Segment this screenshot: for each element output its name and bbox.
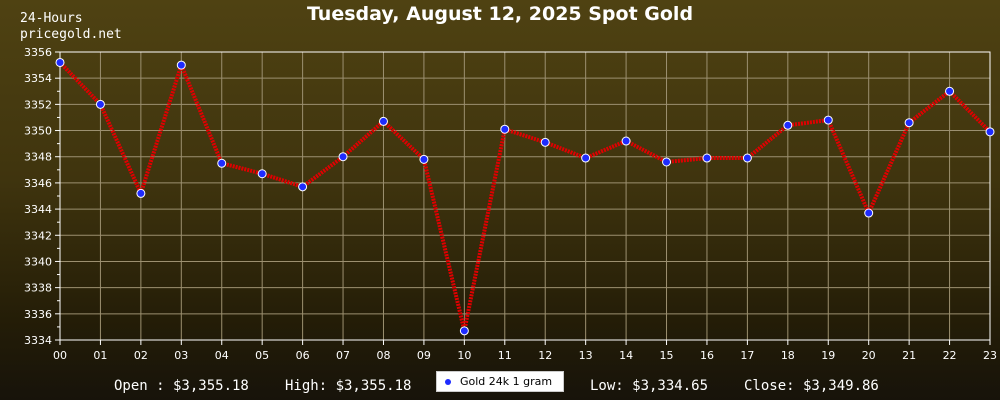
site-label: pricegold.net (20, 27, 122, 42)
x-tick-label: 17 (740, 349, 754, 362)
x-tick-label: 03 (174, 349, 188, 362)
series-points (55, 57, 995, 336)
series-line (58, 61, 992, 333)
y-tick-label: 3334 (24, 334, 52, 347)
series-line (58, 61, 992, 333)
data-point (257, 169, 267, 179)
y-tick-label: 3340 (24, 255, 52, 268)
x-tick-label: 12 (538, 349, 552, 362)
y-tick-label: 3346 (24, 177, 52, 190)
axes: 3334 3336 3338 3340 3342 3344 3346 3348 3350 3352… (24, 46, 997, 362)
x-tick-label: 16 (700, 349, 714, 362)
y-tick-label: 3342 (24, 229, 52, 242)
data-point (500, 124, 510, 134)
data-point (702, 153, 712, 163)
data-point (95, 99, 105, 109)
data-point (904, 118, 914, 128)
data-point (540, 137, 550, 147)
x-tick-label: 11 (498, 349, 512, 362)
period-label: 24-Hours (20, 11, 83, 26)
data-point (864, 208, 874, 218)
x-tick-label: 22 (943, 349, 957, 362)
data-point (176, 60, 186, 70)
data-point (621, 136, 631, 146)
data-point (945, 86, 955, 96)
y-tick-label: 3352 (24, 98, 52, 111)
x-tick-label: 23 (983, 349, 997, 362)
x-tick-label: 18 (781, 349, 795, 362)
x-tick-label: 10 (457, 349, 471, 362)
y-tick-label: 3348 (24, 151, 52, 164)
x-tick-label: 05 (255, 349, 269, 362)
grid (59, 51, 991, 341)
data-point (783, 120, 793, 130)
data-point (742, 153, 752, 163)
x-tick-label: 20 (862, 349, 876, 362)
x-tick-label: 21 (902, 349, 916, 362)
data-point (217, 158, 227, 168)
data-point (338, 152, 348, 162)
y-tick-label: 3338 (24, 282, 52, 295)
x-tick-label: 01 (93, 349, 107, 362)
x-tick-label: 13 (579, 349, 593, 362)
data-point (298, 182, 308, 192)
blue-dot-icon (445, 378, 451, 385)
low-price: Low: $3,334.65 (590, 378, 709, 394)
y-tick-label: 3344 (24, 203, 52, 216)
y-tick-label: 3350 (24, 125, 52, 138)
data-point (662, 157, 672, 167)
x-tick-label: 15 (660, 349, 674, 362)
open-price: Open : $3,355.18 (114, 378, 249, 394)
plot-border (59, 51, 991, 341)
close-price: Close: $3,349.86 (744, 378, 879, 394)
data-point (985, 127, 995, 137)
x-tick-label: 07 (336, 349, 350, 362)
data-point (419, 154, 429, 164)
chart-title: Tuesday, August 12, 2025 Spot Gold (306, 3, 694, 25)
x-tick-label: 14 (619, 349, 633, 362)
data-point (581, 153, 591, 163)
x-tick-label: 08 (376, 349, 390, 362)
data-point (136, 188, 146, 198)
legend-label: Gold 24k 1 gram (460, 375, 553, 388)
x-tick-label: 00 (53, 349, 67, 362)
x-tick-label: 09 (417, 349, 431, 362)
data-point (459, 326, 469, 336)
x-tick-label: 19 (821, 349, 835, 362)
data-point (378, 116, 388, 126)
x-tick-label: 04 (215, 349, 229, 362)
y-tick-label: 3356 (24, 46, 52, 59)
legend: Gold 24k 1 gram (436, 371, 564, 392)
x-tick-label: 06 (296, 349, 310, 362)
data-point (823, 115, 833, 125)
y-tick-label: 3354 (24, 72, 52, 85)
high-price: High: $3,355.18 (285, 378, 412, 394)
data-point (55, 57, 65, 67)
x-tick-label: 02 (134, 349, 148, 362)
y-tick-label: 3336 (24, 308, 52, 321)
